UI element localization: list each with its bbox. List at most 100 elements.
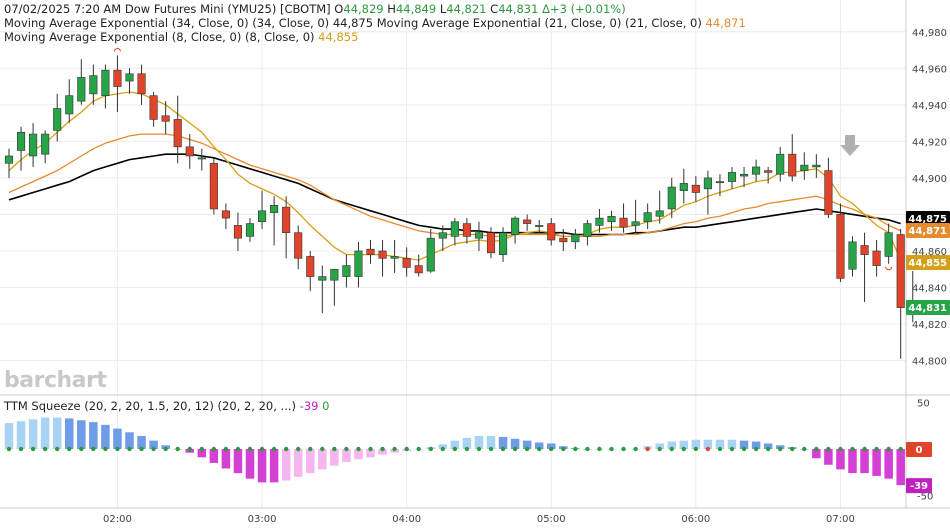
squeeze-dot <box>585 446 590 452</box>
ema34-value: 44,875 <box>332 16 374 30</box>
candle <box>860 232 869 303</box>
candle <box>245 218 255 242</box>
candle-body <box>498 232 508 255</box>
price-tick-label: 44,940 <box>912 101 947 112</box>
candle <box>426 229 435 273</box>
candle <box>667 177 676 219</box>
candle <box>318 265 327 314</box>
squeeze-dot <box>500 446 506 452</box>
candle <box>137 64 146 105</box>
squeeze-dot <box>609 446 614 452</box>
squeeze-dot <box>103 446 108 452</box>
price-badge-label: 44,831 <box>908 303 947 314</box>
squeeze-dot <box>380 446 385 452</box>
candle <box>330 268 339 306</box>
squeeze-dot <box>464 446 470 452</box>
squeeze-dot <box>139 446 144 452</box>
squeeze-dot <box>790 446 795 452</box>
price-tick-label: 44,900 <box>912 174 947 185</box>
candle <box>523 214 532 231</box>
squeeze-histogram-bar <box>438 444 448 449</box>
squeeze-histogram-bar <box>354 449 363 460</box>
squeeze-dot <box>778 446 783 452</box>
candle <box>788 134 797 182</box>
candle-body <box>523 219 532 224</box>
candle <box>607 210 616 231</box>
squeeze-histogram-bar <box>498 436 508 449</box>
price-tick-label: 44,840 <box>912 284 947 295</box>
candle-body <box>631 221 640 226</box>
candle <box>739 166 749 188</box>
candle-body <box>53 108 62 131</box>
indicator-badge: 0 <box>906 442 932 457</box>
candle-body <box>438 232 447 239</box>
candle <box>486 227 496 259</box>
candle-body <box>655 210 664 217</box>
barchart-logo: barchart <box>4 368 107 393</box>
indicator-tick-label: 50 <box>917 399 930 410</box>
squeeze-histogram-bar <box>28 419 38 449</box>
squeeze-dot <box>802 446 807 452</box>
indicator-label: TTM Squeeze (20, 2, 20, 1.5, 20, 12) (20… <box>4 399 300 413</box>
squeeze-dot <box>199 446 204 452</box>
candle-body <box>89 75 98 95</box>
squeeze-dot <box>549 446 554 452</box>
candle <box>342 254 351 288</box>
candle-body <box>270 205 279 213</box>
candle-body <box>197 157 206 160</box>
squeeze-histogram-bar <box>522 440 532 449</box>
candle <box>583 219 592 246</box>
down-arrow-shape <box>840 135 860 156</box>
candle-body <box>41 133 50 155</box>
time-tick-label: 05:00 <box>537 514 566 525</box>
time-tick-label: 07:00 <box>826 514 855 525</box>
candle-body <box>595 217 604 226</box>
squeeze-dot <box>524 446 530 452</box>
squeeze-dot <box>537 446 542 452</box>
header-open: 44,829 <box>343 2 384 16</box>
candle <box>257 190 267 230</box>
squeeze-dot <box>440 446 445 452</box>
candle-body <box>450 221 459 237</box>
ema8-value: 44,855 <box>318 30 359 44</box>
candle <box>824 157 833 219</box>
price-tick-label: 44,980 <box>912 28 947 39</box>
squeeze-dot <box>115 446 120 452</box>
squeeze-dot <box>645 446 650 452</box>
squeeze-histogram-bar <box>655 443 664 449</box>
squeeze-histogram-bar <box>306 449 315 474</box>
candle-body <box>426 237 435 272</box>
candle <box>270 196 279 246</box>
candle <box>715 174 725 197</box>
candle-body <box>221 210 230 219</box>
squeeze-dot <box>55 446 60 452</box>
squeeze-dot <box>657 446 662 452</box>
squeeze-histogram-bar <box>281 449 291 481</box>
candle-body <box>354 250 363 277</box>
squeeze-histogram-bar <box>245 449 255 479</box>
price-badge-bg <box>906 300 950 315</box>
candle <box>631 199 640 233</box>
squeeze-dot <box>91 446 96 452</box>
candle <box>498 227 508 262</box>
squeeze-dot <box>862 446 867 452</box>
candle-body <box>547 223 556 241</box>
candle <box>414 254 423 277</box>
squeeze-dot <box>488 446 494 452</box>
candle-body <box>764 170 773 173</box>
squeeze-dot <box>187 446 192 452</box>
squeeze-dot <box>42 446 48 452</box>
candle <box>161 101 170 135</box>
indicator-squeeze: 0 <box>318 399 330 413</box>
candle-body <box>282 206 291 234</box>
candle <box>101 64 110 109</box>
candle-body <box>511 217 520 235</box>
squeeze-histogram-bar <box>221 449 231 469</box>
candle <box>752 159 761 182</box>
candle <box>197 148 206 171</box>
candle-body <box>535 225 544 227</box>
squeeze-histogram-bar <box>149 440 158 449</box>
squeeze-dot <box>753 446 759 452</box>
squeeze-dot <box>127 446 132 452</box>
squeeze-histogram-bar <box>89 422 98 449</box>
